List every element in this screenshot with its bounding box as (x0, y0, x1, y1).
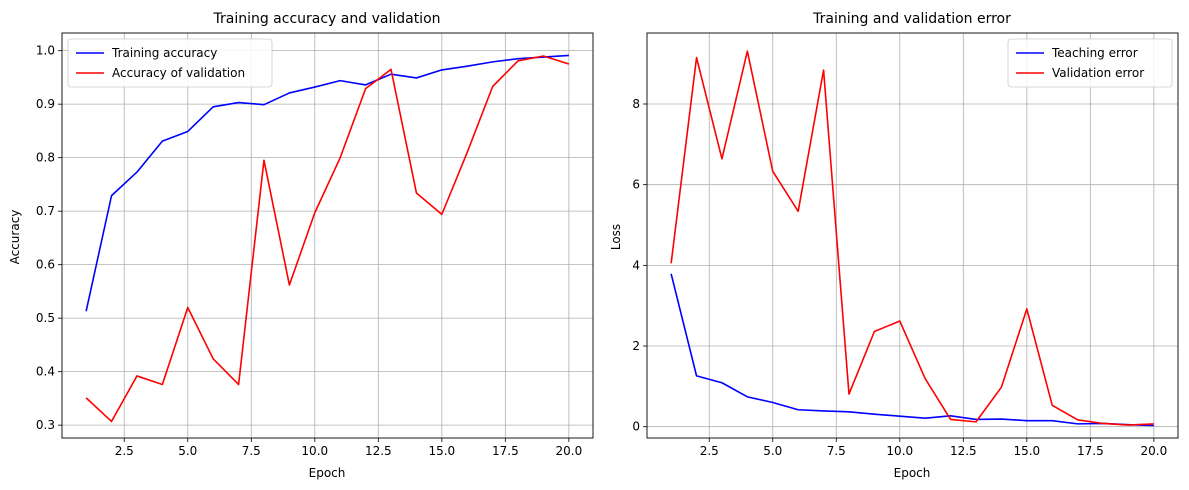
loss-chart-ytick-label: 4 (632, 258, 640, 272)
loss-chart-xtick-label: 12.5 (950, 444, 977, 458)
loss-chart-ytick-label: 8 (632, 97, 640, 111)
accuracy-chart-ytick-label: 0.7 (36, 204, 55, 218)
loss-chart-xtick-label: 17.5 (1077, 444, 1104, 458)
loss-chart-xlabel: Epoch (894, 466, 931, 480)
loss-chart-xtick-label: 5.0 (763, 444, 782, 458)
accuracy-chart-ytick-label: 1.0 (36, 44, 55, 58)
accuracy-chart-xtick-label: 2.5 (115, 444, 134, 458)
accuracy-chart-xtick-label: 7.5 (242, 444, 261, 458)
accuracy-chart-xtick-label: 17.5 (492, 444, 519, 458)
loss-chart-panel: Training and validation error Epoch Loss… (609, 11, 1179, 480)
accuracy-chart-ytick-label: 0.3 (36, 418, 55, 432)
accuracy-chart-legend: Training accuracy Accuracy of validation (67, 38, 273, 88)
loss-chart-legend: Teaching error Validation error (1007, 38, 1173, 88)
accuracy-chart-ytick-label: 0.9 (36, 97, 55, 111)
accuracy-chart-title: Training accuracy and validation (212, 11, 440, 27)
loss-chart-series-line-1 (670, 50, 1154, 426)
loss-chart-title: Training and validation error (812, 11, 1011, 27)
accuracy-chart-ytick-label: 0.6 (36, 258, 55, 272)
accuracy-chart-axes-frame (61, 32, 594, 439)
loss-chart-axes-frame (646, 32, 1179, 439)
loss-chart-series-line-0 (670, 273, 1154, 427)
accuracy-chart-legend-box (67, 38, 273, 88)
accuracy-chart-series-line-0 (85, 54, 569, 312)
loss-chart-legend-box (1007, 38, 1173, 88)
accuracy-chart-xtick-label: 5.0 (178, 444, 197, 458)
accuracy-chart-ytick-label: 0.4 (36, 365, 55, 379)
loss-chart-ytick-label: 6 (632, 178, 640, 192)
accuracy-chart-xtick-label: 10.0 (301, 444, 328, 458)
accuracy-chart-ytick-label: 0.5 (36, 311, 55, 325)
accuracy-chart-legend-label-1: Accuracy of validation (112, 66, 245, 80)
accuracy-chart-xtick-label: 12.5 (365, 444, 392, 458)
loss-chart-legend-label-1: Validation error (1052, 66, 1144, 80)
loss-chart-ylabel: Loss (609, 224, 623, 250)
accuracy-chart-ytick-label: 0.8 (36, 151, 55, 165)
accuracy-chart-xlabel: Epoch (309, 466, 346, 480)
loss-chart-xtick-label: 20.0 (1141, 444, 1168, 458)
loss-chart-xtick-label: 2.5 (700, 444, 719, 458)
accuracy-chart-ylabel: Accuracy (8, 210, 22, 265)
loss-chart-xtick-label: 15.0 (1013, 444, 1040, 458)
loss-chart-xtick-label: 10.0 (886, 444, 913, 458)
accuracy-chart-xtick-label: 20.0 (556, 444, 583, 458)
accuracy-chart-series-line-1 (85, 55, 570, 423)
loss-chart-ytick-label: 0 (632, 420, 640, 434)
loss-chart-xtick-label: 7.5 (827, 444, 846, 458)
accuracy-chart-legend-label-0: Training accuracy (111, 46, 217, 60)
accuracy-chart-xtick-label: 15.0 (428, 444, 455, 458)
loss-chart-legend-label-0: Teaching error (1051, 46, 1138, 60)
loss-chart-ytick-label: 2 (632, 339, 640, 353)
accuracy-chart-panel: Training accuracy and validation Epoch A… (8, 11, 594, 480)
